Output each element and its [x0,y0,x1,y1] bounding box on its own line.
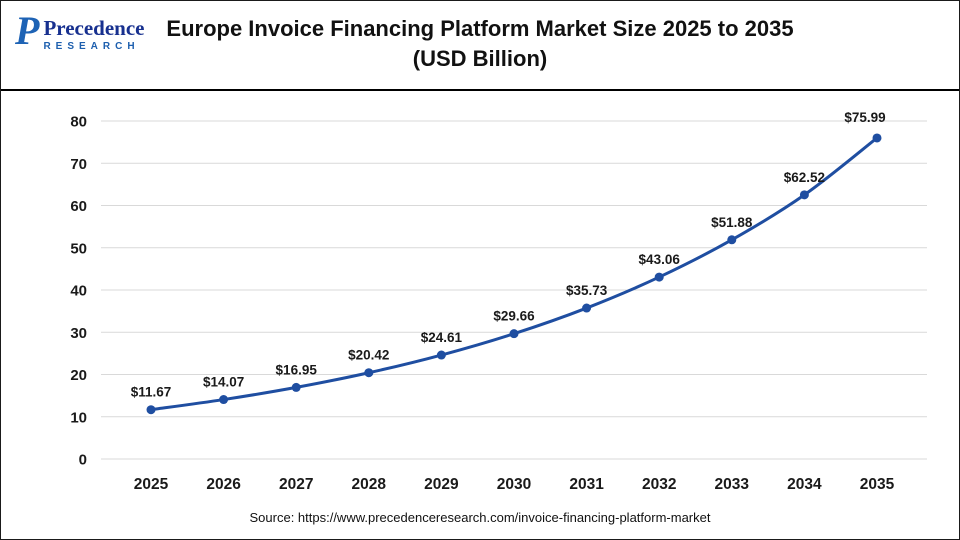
x-axis-tick-label: 2031 [569,476,604,493]
data-point-label: $75.99 [844,110,885,125]
data-point-label: $43.06 [639,252,681,267]
data-point [146,405,156,415]
data-point [219,395,229,405]
data-point-label: $62.52 [784,170,825,185]
y-axis-tick-label: 80 [70,114,87,131]
data-point-label: $51.88 [711,215,753,230]
y-axis-tick-label: 70 [70,156,87,173]
x-axis-tick-label: 2028 [352,476,387,493]
data-point [436,350,446,360]
data-point [291,382,301,392]
x-axis-tick-label: 2029 [424,476,459,493]
y-axis-tick-label: 30 [70,325,87,342]
data-point-label: $29.66 [493,309,535,324]
header: P Precedence RESEARCH Europe Invoice Fin… [1,1,959,91]
y-axis-tick-label: 20 [70,367,87,384]
data-point-label: $14.07 [203,375,244,390]
data-point-label: $35.73 [566,283,608,298]
data-point-label: $16.95 [276,362,318,377]
x-axis-tick-label: 2030 [497,476,531,493]
page-title: Europe Invoice Financing Platform Market… [1,1,959,74]
chart-area: 0 10 20 30 40 50 60 70 80 2025 2026 2027 2028 2029 203… [1,91,959,525]
data-point [799,190,809,200]
logo-sub-text: RESEARCH [43,41,140,52]
data-point-label: $11.67 [131,385,172,400]
series-line [149,136,879,412]
data-point [582,303,592,313]
logo-text: Precedence RESEARCH [43,17,144,52]
source-text: Source: https://www.precedenceresearch.c… [249,510,711,525]
x-axis-tick-label: 2032 [642,476,676,493]
data-point [872,133,882,143]
x-axis-tick-label: 2035 [860,476,895,493]
x-axis-tick-label: 2034 [787,476,822,493]
title-line-1: Europe Invoice Financing Platform Market… [166,16,794,41]
x-axis-tick-label: 2027 [279,476,313,493]
y-axis-tick-label: 0 [79,452,87,469]
y-axis-tick-label: 60 [70,198,87,215]
y-axis-tick-label: 10 [70,409,87,426]
data-point-label: $20.42 [348,348,389,363]
x-axis-tick-label: 2026 [206,476,241,493]
title-line-2: (USD Billion) [412,46,548,71]
data-point-label: $24.61 [421,330,463,345]
y-axis-tick-label: 40 [70,283,87,300]
logo-brand-text: Precedence [43,16,145,40]
x-axis-tick-label: 2025 [134,476,169,493]
data-point [509,329,519,339]
data-point [727,235,737,245]
precedence-research-logo: P Precedence RESEARCH [15,8,145,53]
x-axis-tick-label: 2033 [715,476,750,493]
data-point [364,368,374,378]
logo-p-icon: P [15,8,40,53]
data-point [654,272,664,282]
y-axis-tick-label: 50 [70,240,87,257]
